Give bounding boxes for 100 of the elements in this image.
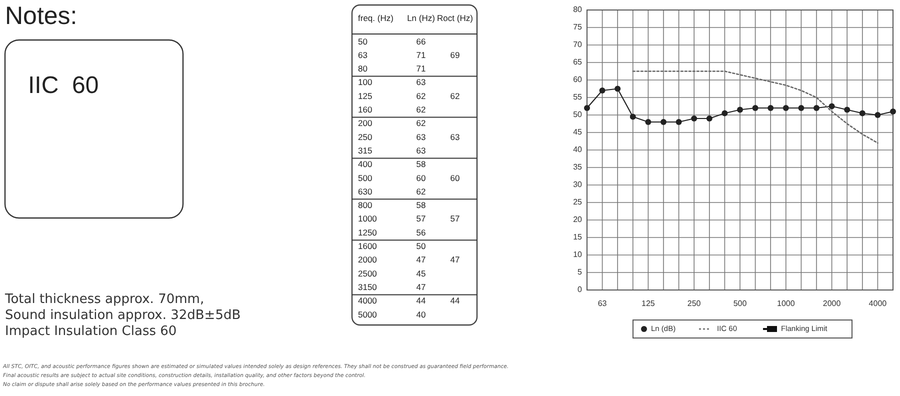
- point: [859, 110, 866, 116]
- data-label: 71: [416, 50, 426, 60]
- data-label: 62: [416, 90, 426, 101]
- data-label: 44: [450, 296, 460, 306]
- y-tick-label: 400: [358, 159, 372, 170]
- data-label: 58: [416, 159, 426, 170]
- data-label: 44: [416, 296, 426, 306]
- data-label: 60: [416, 172, 426, 183]
- point: [599, 88, 606, 94]
- data-label: 62: [416, 104, 426, 114]
- y-tick-label: 3150: [358, 282, 378, 292]
- text: Total thickness approx. 70mm,: [4, 292, 204, 307]
- x-tick-label: 1000: [777, 299, 796, 308]
- point: [814, 105, 820, 111]
- data-label: 63: [416, 77, 426, 88]
- x-tick-label: 500: [733, 299, 748, 308]
- y-tick-label: 200: [358, 118, 372, 128]
- x-tick-label: 2000: [822, 299, 842, 308]
- line-series: [632, 70, 878, 144]
- point: [645, 119, 652, 125]
- y-tick-label: 55: [573, 92, 583, 102]
- text: IIC 60: [28, 72, 99, 99]
- y-tick-label: 30: [573, 180, 583, 190]
- data-label: 62: [416, 186, 426, 196]
- data-label: 56: [416, 227, 426, 238]
- data-label: 63: [416, 132, 426, 142]
- data-label: 45: [416, 268, 426, 278]
- point: [752, 105, 758, 111]
- y-tick-label: 2500: [358, 268, 378, 278]
- data-label: 63: [416, 145, 426, 156]
- y-tick-label: 45: [573, 128, 583, 137]
- point: [737, 106, 743, 113]
- data-label: 62: [416, 118, 426, 128]
- point: [660, 119, 666, 125]
- y-tick-label: 40: [573, 145, 583, 154]
- y-tick-label: 70: [573, 40, 583, 50]
- y-tick-label: 60: [573, 75, 583, 84]
- point: [844, 106, 850, 113]
- y-tick-label: 50: [573, 110, 583, 120]
- data-label: 57: [450, 214, 460, 224]
- x-tick-label: 250: [687, 299, 702, 308]
- point: [691, 116, 698, 122]
- data-label: 47: [416, 254, 426, 265]
- y-tick-label: 1250: [358, 227, 378, 238]
- point: [768, 105, 774, 111]
- point: [722, 110, 728, 116]
- x-tick-label: Ln (Hz): [407, 13, 436, 23]
- data-label: 60: [450, 172, 460, 183]
- y-tick-label: 15: [573, 232, 583, 242]
- text: Notes:: [5, 2, 78, 30]
- y-tick-label: 20: [573, 215, 583, 224]
- y-tick-label: 80: [358, 64, 368, 74]
- data-label: 69: [450, 50, 460, 60]
- point: [614, 86, 621, 92]
- data-label: 47: [450, 254, 460, 265]
- y-tick-label: 1000: [358, 214, 378, 224]
- point: [890, 108, 896, 114]
- point: [782, 105, 789, 111]
- x-tick-label: 125: [642, 299, 656, 308]
- y-axis-title: freq. (Hz): [358, 13, 394, 23]
- y-tick-label: 315: [358, 145, 372, 156]
- x-tick-label: Roct (Hz): [437, 13, 474, 23]
- text: Sound insulation approx. 32dB±5dB: [5, 308, 241, 323]
- x-tick-label: 63: [598, 299, 608, 308]
- y-tick-label: 10: [573, 250, 583, 260]
- data-label: 40: [416, 309, 426, 320]
- data-label: 63: [450, 132, 460, 142]
- text: Impact Insulation Class 60: [5, 324, 177, 339]
- point: [874, 112, 881, 118]
- y-tick-label: 75: [573, 22, 583, 32]
- y-tick-label: 5000: [358, 309, 378, 320]
- y-tick-label: 50: [358, 36, 368, 46]
- data-label: 47: [416, 282, 426, 292]
- y-tick-label: 63: [358, 50, 368, 60]
- y-tick-label: 35: [573, 162, 583, 172]
- y-tick-label: 800: [358, 200, 372, 210]
- y-tick-label: 125: [358, 90, 372, 101]
- y-tick-label: 65: [573, 58, 583, 67]
- point: [706, 116, 712, 122]
- point: [584, 105, 590, 111]
- x-tick-label: 4000: [868, 299, 888, 308]
- point: [828, 103, 835, 110]
- data-label: 62: [450, 90, 460, 101]
- data-label: 50: [416, 241, 426, 251]
- y-tick-label: 80: [573, 5, 583, 14]
- y-tick-label: 2000: [358, 254, 378, 265]
- point: [630, 114, 636, 120]
- y-tick-label: 630: [358, 186, 372, 196]
- y-tick-label: 250: [358, 132, 372, 142]
- data-label: 66: [416, 36, 426, 46]
- y-tick-label: 0: [578, 285, 583, 294]
- data-label: 57: [416, 214, 426, 224]
- data-label: 58: [416, 200, 426, 210]
- y-tick-label: 500: [358, 172, 372, 183]
- data-label: 71: [416, 64, 426, 74]
- point: [676, 119, 682, 125]
- y-tick-label: 100: [358, 77, 372, 88]
- y-tick-label: 1600: [358, 241, 378, 251]
- y-tick-label: 160: [358, 104, 372, 114]
- y-tick-label: 5: [578, 268, 583, 277]
